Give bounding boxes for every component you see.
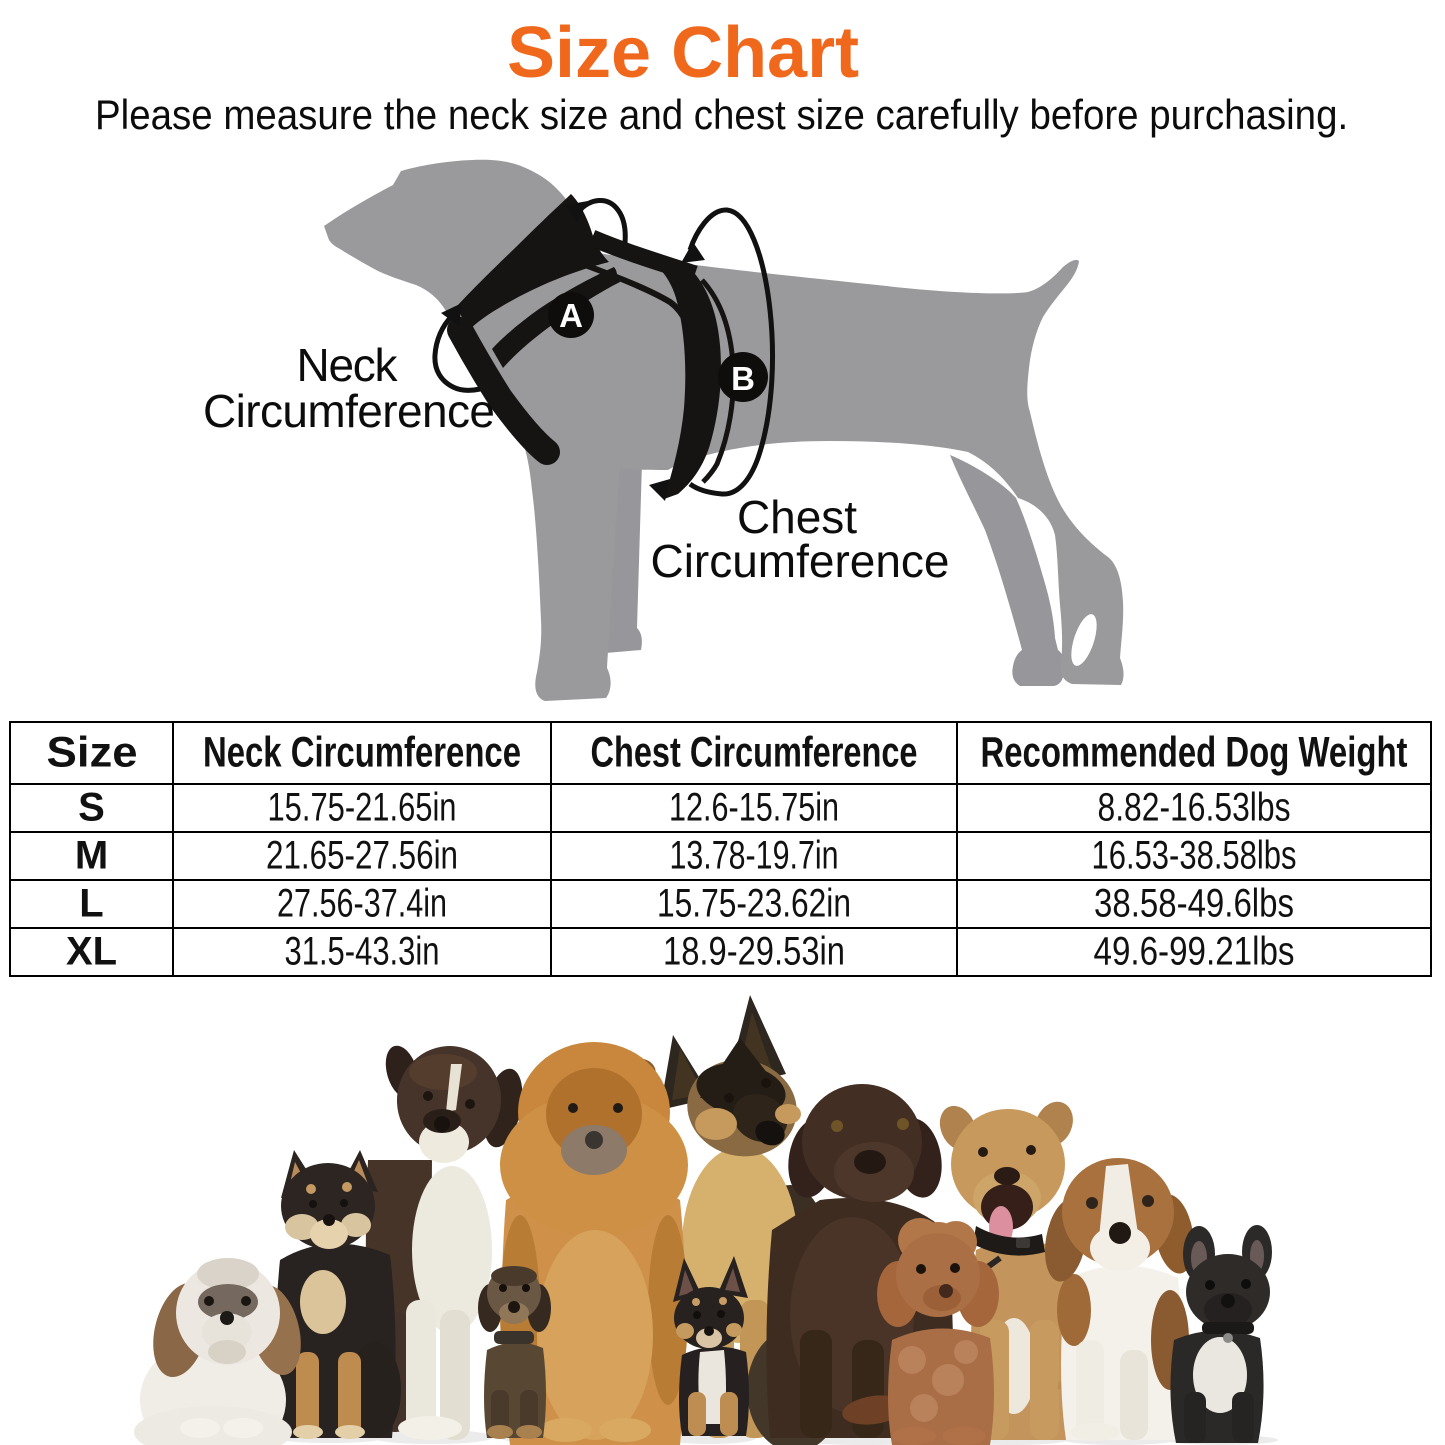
svg-text:Neck: Neck: [297, 339, 399, 391]
svg-text:Circumference: Circumference: [651, 535, 950, 587]
svg-text:Chest: Chest: [737, 491, 857, 543]
svg-text:A: A: [559, 297, 583, 334]
svg-text:B: B: [731, 360, 755, 397]
svg-text:Circumference: Circumference: [203, 385, 495, 437]
